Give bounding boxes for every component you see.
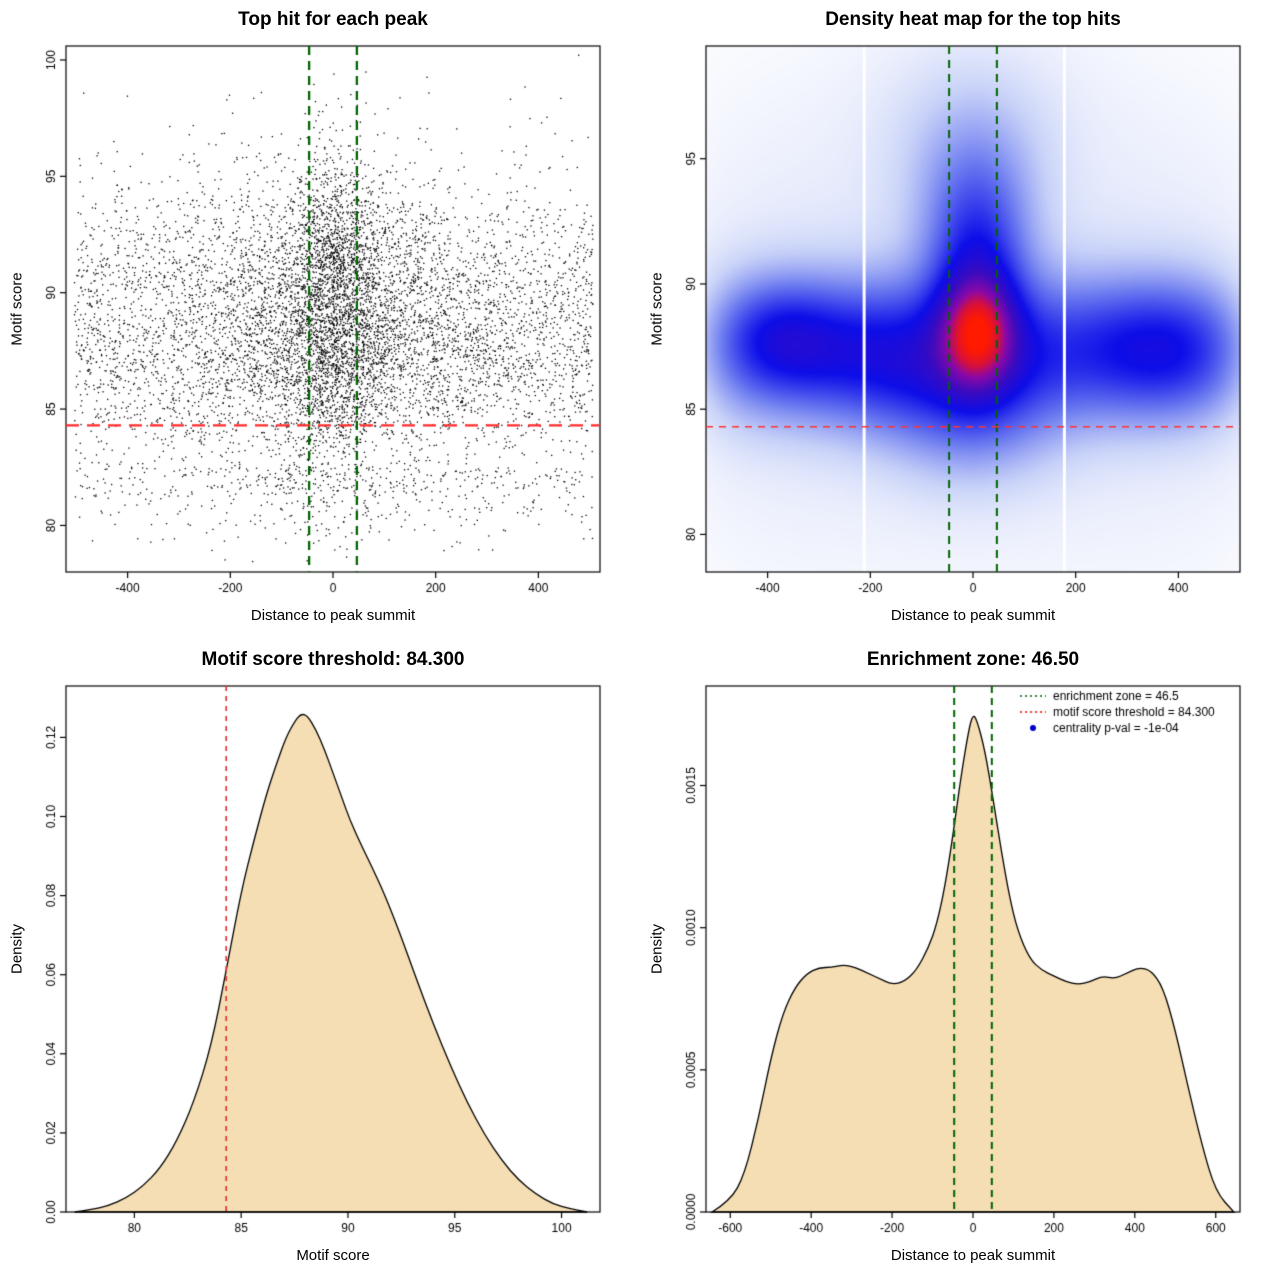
y-axis-label: Density — [648, 923, 666, 975]
chart-title: Density heat map for the top hits — [825, 9, 1121, 30]
chart-title: Motif score threshold: 84.300 — [201, 649, 465, 670]
panel-density-heatmap: Density heat map for the top hits Distan… — [640, 0, 1280, 640]
density-heatmap-canvas — [640, 0, 1280, 640]
motif-score-density-canvas — [0, 640, 640, 1280]
x-axis-label: Distance to peak summit — [890, 607, 1056, 624]
x-axis-label: Distance to peak summit — [250, 607, 416, 624]
panel-enrichment-zone-density: Enrichment zone: 46.50 Distance to peak … — [640, 640, 1280, 1280]
x-axis-label: Distance to peak summit — [890, 1247, 1056, 1264]
chart-title: Top hit for each peak — [238, 9, 428, 30]
y-axis-label: Density — [8, 923, 26, 975]
top-hit-scatter-canvas — [0, 0, 640, 640]
panel-top-hit-scatter: Top hit for each peak Distance to peak s… — [0, 0, 640, 640]
y-axis-label: Motif score — [8, 272, 26, 346]
enrichment-zone-density-canvas — [640, 640, 1280, 1280]
y-axis-label: Motif score — [648, 272, 666, 346]
x-axis-label: Motif score — [296, 1247, 370, 1264]
chart-title: Enrichment zone: 46.50 — [866, 649, 1080, 670]
panel-motif-score-density: Motif score threshold: 84.300 Motif scor… — [0, 640, 640, 1280]
